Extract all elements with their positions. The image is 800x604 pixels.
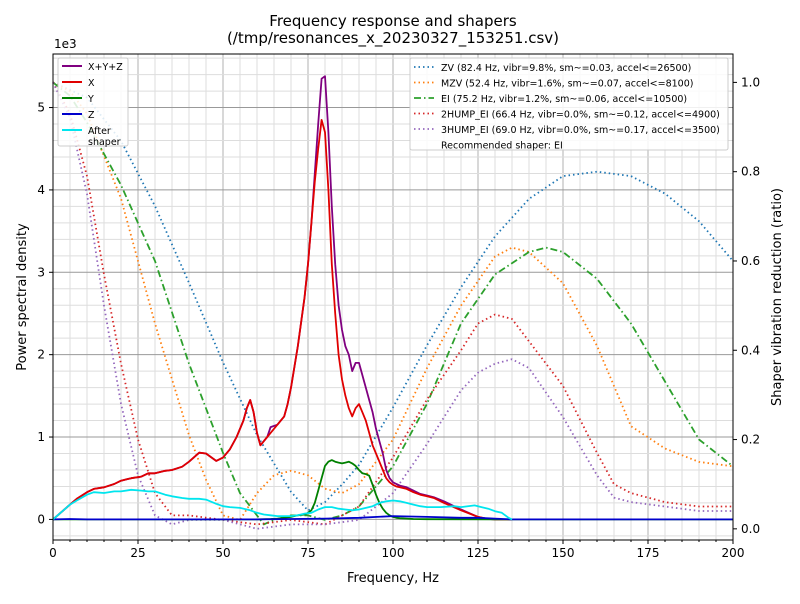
shaper-legend-label: 3HUMP_EI (69.0 Hz, vibr=0.0%, sm~=0.17, … <box>441 125 720 136</box>
y2-tick-label: 0.2 <box>741 433 760 447</box>
x-tick-label: 175 <box>637 546 660 560</box>
y-tick-label: 2 <box>37 348 45 362</box>
shaper-legend-box <box>409 57 729 151</box>
y2-tick-label: 0.8 <box>741 165 760 179</box>
shaper-legend-label: 2HUMP_EI (66.4 Hz, vibr=0.0%, sm~=0.12, … <box>441 110 720 121</box>
y-tick-label: 4 <box>37 183 45 197</box>
x-tick-label: 100 <box>382 546 405 560</box>
x-tick-label: 150 <box>552 546 575 560</box>
psd-legend-label: Y <box>87 94 94 105</box>
y2-tick-label: 0.4 <box>741 343 760 357</box>
chart-subtitle: (/tmp/resonances_x_20230327_153251.csv) <box>227 29 559 48</box>
y-axis-title: Power spectral density <box>15 223 30 371</box>
x-tick-label: 0 <box>49 546 57 560</box>
x-tick-label: 25 <box>130 546 145 560</box>
shaper-curve-1 <box>52 81 734 512</box>
y-tick-label: 3 <box>37 265 45 279</box>
chart-title: Frequency response and shapers <box>269 12 517 30</box>
x-tick-label: 50 <box>215 546 230 560</box>
x-tick-label: 125 <box>467 546 490 560</box>
x-tick-label: 75 <box>300 546 315 560</box>
psd-legend-box <box>57 57 129 147</box>
y2-tick-label: 0.0 <box>741 522 760 536</box>
y2-axis-title: Shaper vibration reduction (ratio) <box>770 188 785 406</box>
psd-legend-label: X+Y+Z <box>88 62 123 73</box>
shaper-curve-4 <box>52 81 733 526</box>
psd-legend-label: shaper <box>88 137 121 148</box>
y2-tick-label: 0.6 <box>741 254 760 268</box>
psd-curve-4 <box>52 515 733 521</box>
x-tick-label: 200 <box>722 546 745 560</box>
psd-curve-5 <box>52 488 513 521</box>
y-tick-label: 1 <box>37 430 45 444</box>
psd-legend-label: After <box>88 126 111 137</box>
shaper-legend-label: ZV (82.4 Hz, vibr=9.8%, sm~=0.03, accel<… <box>441 63 691 74</box>
shaper-legend: ZV (82.4 Hz, vibr=9.8%, sm~=0.03, accel<… <box>409 57 729 152</box>
x-axis-title: Frequency, Hz <box>347 571 439 586</box>
psd-legend-label: X <box>88 78 95 89</box>
psd-curve-2 <box>52 119 512 521</box>
psd-legend-label: Z <box>88 110 95 121</box>
recommended-shaper-label: Recommended shaper: EI <box>441 141 563 152</box>
shaper-legend-label: EI (75.2 Hz, vibr=1.2%, sm~=0.06, accel<… <box>441 94 687 105</box>
y2-tick-label: 1.0 <box>741 75 760 89</box>
y-multiplier-label: 1e3 <box>54 37 77 51</box>
y-tick-label: 5 <box>37 101 45 115</box>
shaper-legend-label: MZV (52.4 Hz, vibr=1.6%, sm~=0.07, accel… <box>441 79 693 90</box>
y-tick-label: 0 <box>37 512 45 526</box>
